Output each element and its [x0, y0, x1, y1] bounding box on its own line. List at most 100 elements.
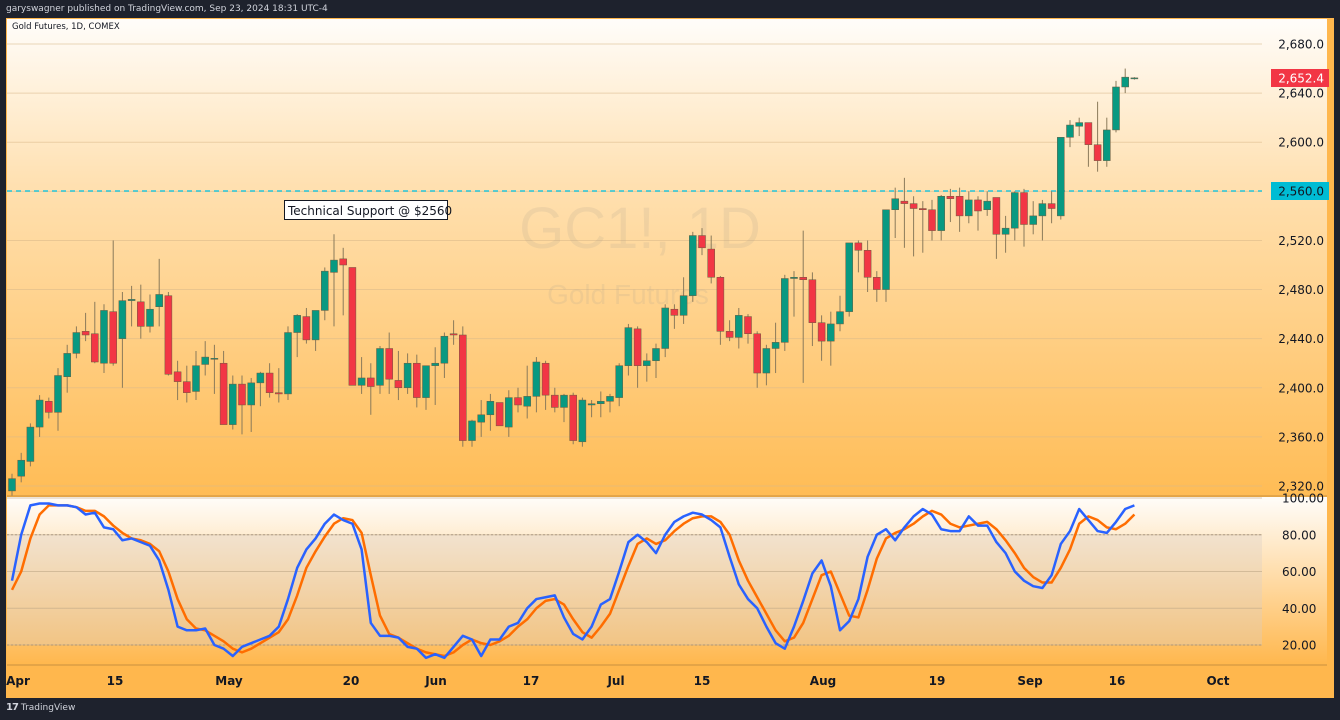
candle [1130, 77, 1139, 80]
candle [992, 197, 1001, 235]
support-annotation[interactable]: Technical Support @ $2560 [284, 200, 453, 220]
stoch-tick-label: 100.00 [1282, 492, 1324, 506]
candle [219, 362, 228, 425]
candle [477, 414, 485, 423]
time-tick-label: 20 [343, 674, 360, 688]
candle [716, 277, 725, 332]
candle [81, 331, 90, 336]
last-price-badge: 2,652.4 [1271, 69, 1329, 87]
candle [26, 426, 35, 462]
candle [900, 200, 909, 204]
stoch-pane [7, 497, 1327, 665]
candle [781, 278, 789, 343]
candle [735, 315, 743, 338]
candle [137, 301, 145, 327]
candle [367, 377, 375, 387]
candle [551, 394, 559, 408]
candle [72, 332, 81, 354]
candle [1011, 192, 1019, 229]
candle [955, 195, 964, 217]
candle [376, 348, 384, 386]
time-tick-label: 17 [523, 674, 540, 688]
candle [1093, 144, 1102, 161]
candle [339, 258, 347, 266]
stoch-axis[interactable]: 100.00 80.00 60.00 40.00 20.00 [1282, 492, 1324, 653]
candle [919, 208, 927, 210]
time-tick-label: May [215, 674, 243, 688]
candle [1066, 124, 1074, 138]
candle [624, 327, 633, 366]
candle [983, 200, 991, 210]
candle [643, 360, 651, 366]
stoch-tick-label: 60.00 [1282, 565, 1316, 579]
candle [882, 209, 890, 290]
candle [229, 383, 237, 425]
candle [394, 380, 403, 389]
candle [440, 335, 449, 364]
time-tick-label: Jul [606, 674, 624, 688]
candle [109, 311, 117, 364]
time-tick-label: Apr [6, 674, 30, 688]
candle [670, 308, 679, 316]
candle [330, 259, 338, 273]
price-tick-label: 2,320.0 [1278, 480, 1324, 494]
candle [587, 403, 596, 406]
candle [35, 399, 44, 428]
candle [928, 209, 936, 231]
support-price-badge: 2,560.0 [1271, 182, 1329, 200]
time-tick-label: Aug [810, 674, 836, 688]
candle [1001, 227, 1010, 235]
candle [937, 195, 945, 231]
candle [560, 394, 568, 408]
candle [1020, 192, 1028, 225]
support-price-label: 2,560.0 [1278, 185, 1324, 199]
candle [799, 277, 807, 280]
candle [1029, 215, 1037, 225]
candle [449, 333, 458, 336]
candle [854, 242, 863, 251]
watermark-symbol: GC1!, 1D [519, 196, 761, 261]
time-tick-label: 19 [929, 674, 946, 688]
candle [8, 478, 16, 492]
time-tick-label: 15 [107, 674, 124, 688]
candle [523, 396, 531, 407]
candle [946, 195, 955, 199]
candle [578, 399, 587, 443]
candle [348, 267, 357, 386]
candle [1038, 203, 1047, 217]
candle [725, 331, 734, 338]
candle [183, 381, 191, 393]
candle [63, 353, 71, 377]
candle [155, 294, 163, 307]
candle [762, 348, 771, 374]
candle [192, 365, 200, 392]
candle [606, 396, 614, 402]
candle [827, 323, 835, 342]
candle [909, 203, 918, 209]
time-axis[interactable]: Apr 15 May 20 Jun 17 Jul 15 Aug 19 Sep 16 Oct [6, 674, 1230, 688]
candle [265, 372, 274, 393]
candle [1075, 122, 1083, 127]
price-tick-label: 2,680.0 [1278, 38, 1324, 52]
candles [8, 68, 1139, 496]
tradingview-logo[interactable]: 17 TradingView [6, 702, 75, 713]
candle [873, 277, 881, 290]
price-tick-label: 2,600.0 [1278, 136, 1324, 150]
candle [569, 394, 577, 441]
candle [1084, 122, 1093, 145]
candle [1121, 76, 1129, 88]
candle [275, 392, 283, 395]
candle [1057, 137, 1065, 217]
candle [17, 459, 25, 477]
candle [321, 270, 329, 311]
candle [164, 295, 173, 375]
candle [836, 311, 844, 325]
watermark: GC1!, 1D Gold Futures [519, 196, 761, 310]
time-tick-label: Oct [1206, 674, 1229, 688]
candle [707, 248, 715, 278]
candle [689, 235, 697, 296]
symbol-title: Gold Futures, 1D, COMEX [12, 22, 120, 32]
candle [422, 365, 430, 398]
candle [615, 365, 623, 398]
